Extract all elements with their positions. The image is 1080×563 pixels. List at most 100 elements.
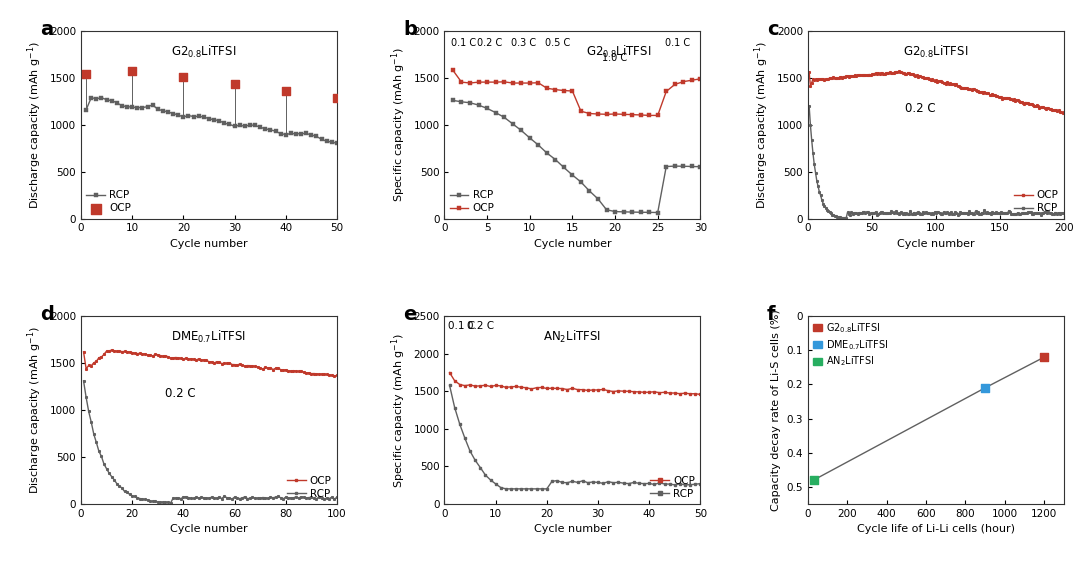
RCP: [837, 215, 850, 221]
RCP: [312, 494, 325, 501]
RCP: [248, 122, 261, 129]
OCP: [478, 382, 491, 388]
RCP: [469, 457, 482, 463]
RCP: [818, 202, 831, 209]
Line: RCP: RCP: [448, 384, 701, 490]
RCP: [637, 480, 650, 487]
OCP: [498, 78, 511, 85]
RCP: [243, 122, 256, 128]
RCP: [280, 131, 293, 138]
RCP: [463, 100, 476, 106]
RCP: [254, 124, 267, 131]
OCP: [669, 81, 681, 88]
RCP: [515, 127, 528, 134]
Text: 0.2 C: 0.2 C: [165, 387, 197, 400]
RCP: [693, 163, 706, 170]
RCP: [540, 485, 553, 492]
OCP: [1057, 109, 1070, 115]
X-axis label: Cycle number: Cycle number: [171, 524, 247, 534]
RCP: [305, 132, 318, 138]
RCP: [100, 96, 113, 103]
OCP: [813, 75, 826, 82]
OCP: [515, 384, 528, 391]
RCP: [202, 115, 215, 122]
Text: 0.2 C: 0.2 C: [477, 38, 502, 48]
OCP: [802, 69, 815, 75]
Text: c: c: [767, 20, 779, 39]
Y-axis label: Discharge capacity (mAh g$^{-1}$): Discharge capacity (mAh g$^{-1}$): [753, 41, 771, 209]
OCP: [549, 86, 562, 93]
OCP: [540, 85, 553, 92]
OCP: [443, 369, 456, 376]
OCP: [633, 388, 646, 395]
RCP: [499, 485, 512, 492]
RCP: [689, 481, 702, 488]
RCP: [310, 133, 323, 140]
OCP: [312, 371, 325, 378]
RCP: [443, 382, 456, 388]
OCP: [463, 79, 476, 86]
RCP: [192, 113, 205, 120]
RCP: [172, 111, 185, 118]
RCP: [504, 485, 517, 492]
OCP: [278, 87, 295, 96]
OCP: [515, 79, 528, 86]
Text: G2$_{0.8}$LiTFSI: G2$_{0.8}$LiTFSI: [585, 44, 651, 60]
RCP: [177, 114, 190, 120]
Text: G2$_{0.8}$LiTFSI: G2$_{0.8}$LiTFSI: [903, 44, 969, 60]
OCP: [617, 111, 630, 118]
RCP: [458, 435, 471, 441]
RCP: [95, 94, 108, 101]
Legend: RCP, OCP: RCP, OCP: [449, 190, 495, 213]
Text: d: d: [40, 305, 54, 324]
RCP: [164, 499, 177, 506]
RCP: [495, 484, 508, 491]
OCP: [226, 80, 243, 89]
RCP: [608, 208, 621, 215]
OCP: [328, 93, 346, 102]
RCP: [561, 479, 573, 486]
RCP: [1037, 209, 1050, 216]
RCP: [454, 421, 467, 428]
RCP: [581, 479, 594, 486]
Y-axis label: Specific capacity (mAh g$^{-1}$): Specific capacity (mAh g$^{-1}$): [389, 47, 408, 202]
RCP: [446, 97, 459, 104]
RCP: [80, 106, 93, 113]
RCP: [1045, 211, 1058, 217]
Text: 0.1 C: 0.1 C: [664, 38, 690, 48]
OCP: [1037, 104, 1050, 111]
RCP: [643, 480, 656, 487]
RCP: [530, 485, 543, 492]
Legend: OCP, RCP: OCP, RCP: [650, 476, 696, 499]
OCP: [612, 387, 625, 394]
Text: AN$_2$LiTFSI: AN$_2$LiTFSI: [543, 329, 602, 346]
Text: DME$_{0.7}$LiTFSI: DME$_{0.7}$LiTFSI: [172, 329, 246, 346]
OCP: [678, 390, 691, 396]
Legend: OCP, RCP: OCP, RCP: [287, 476, 332, 499]
OCP: [495, 382, 508, 389]
X-axis label: Cycle number: Cycle number: [534, 524, 611, 534]
RCP: [678, 481, 691, 488]
RCP: [289, 131, 302, 137]
OCP: [617, 388, 630, 395]
OCP: [1056, 109, 1069, 116]
OCP: [510, 383, 523, 390]
RCP: [536, 485, 549, 492]
RCP: [321, 138, 334, 145]
Text: a: a: [40, 20, 53, 39]
OCP: [607, 388, 620, 395]
RCP: [478, 472, 491, 479]
OCP: [448, 377, 461, 384]
RCP: [448, 404, 461, 411]
RCP: [851, 211, 864, 217]
RCP: [489, 480, 502, 487]
Text: f: f: [767, 305, 775, 324]
RCP: [125, 493, 138, 499]
RCP: [455, 99, 468, 105]
RCP: [592, 479, 605, 486]
RCP: [549, 156, 562, 163]
RCP: [551, 477, 564, 484]
Legend: OCP, RCP: OCP, RCP: [1014, 190, 1058, 213]
RCP: [131, 104, 144, 111]
RCP: [684, 481, 697, 488]
